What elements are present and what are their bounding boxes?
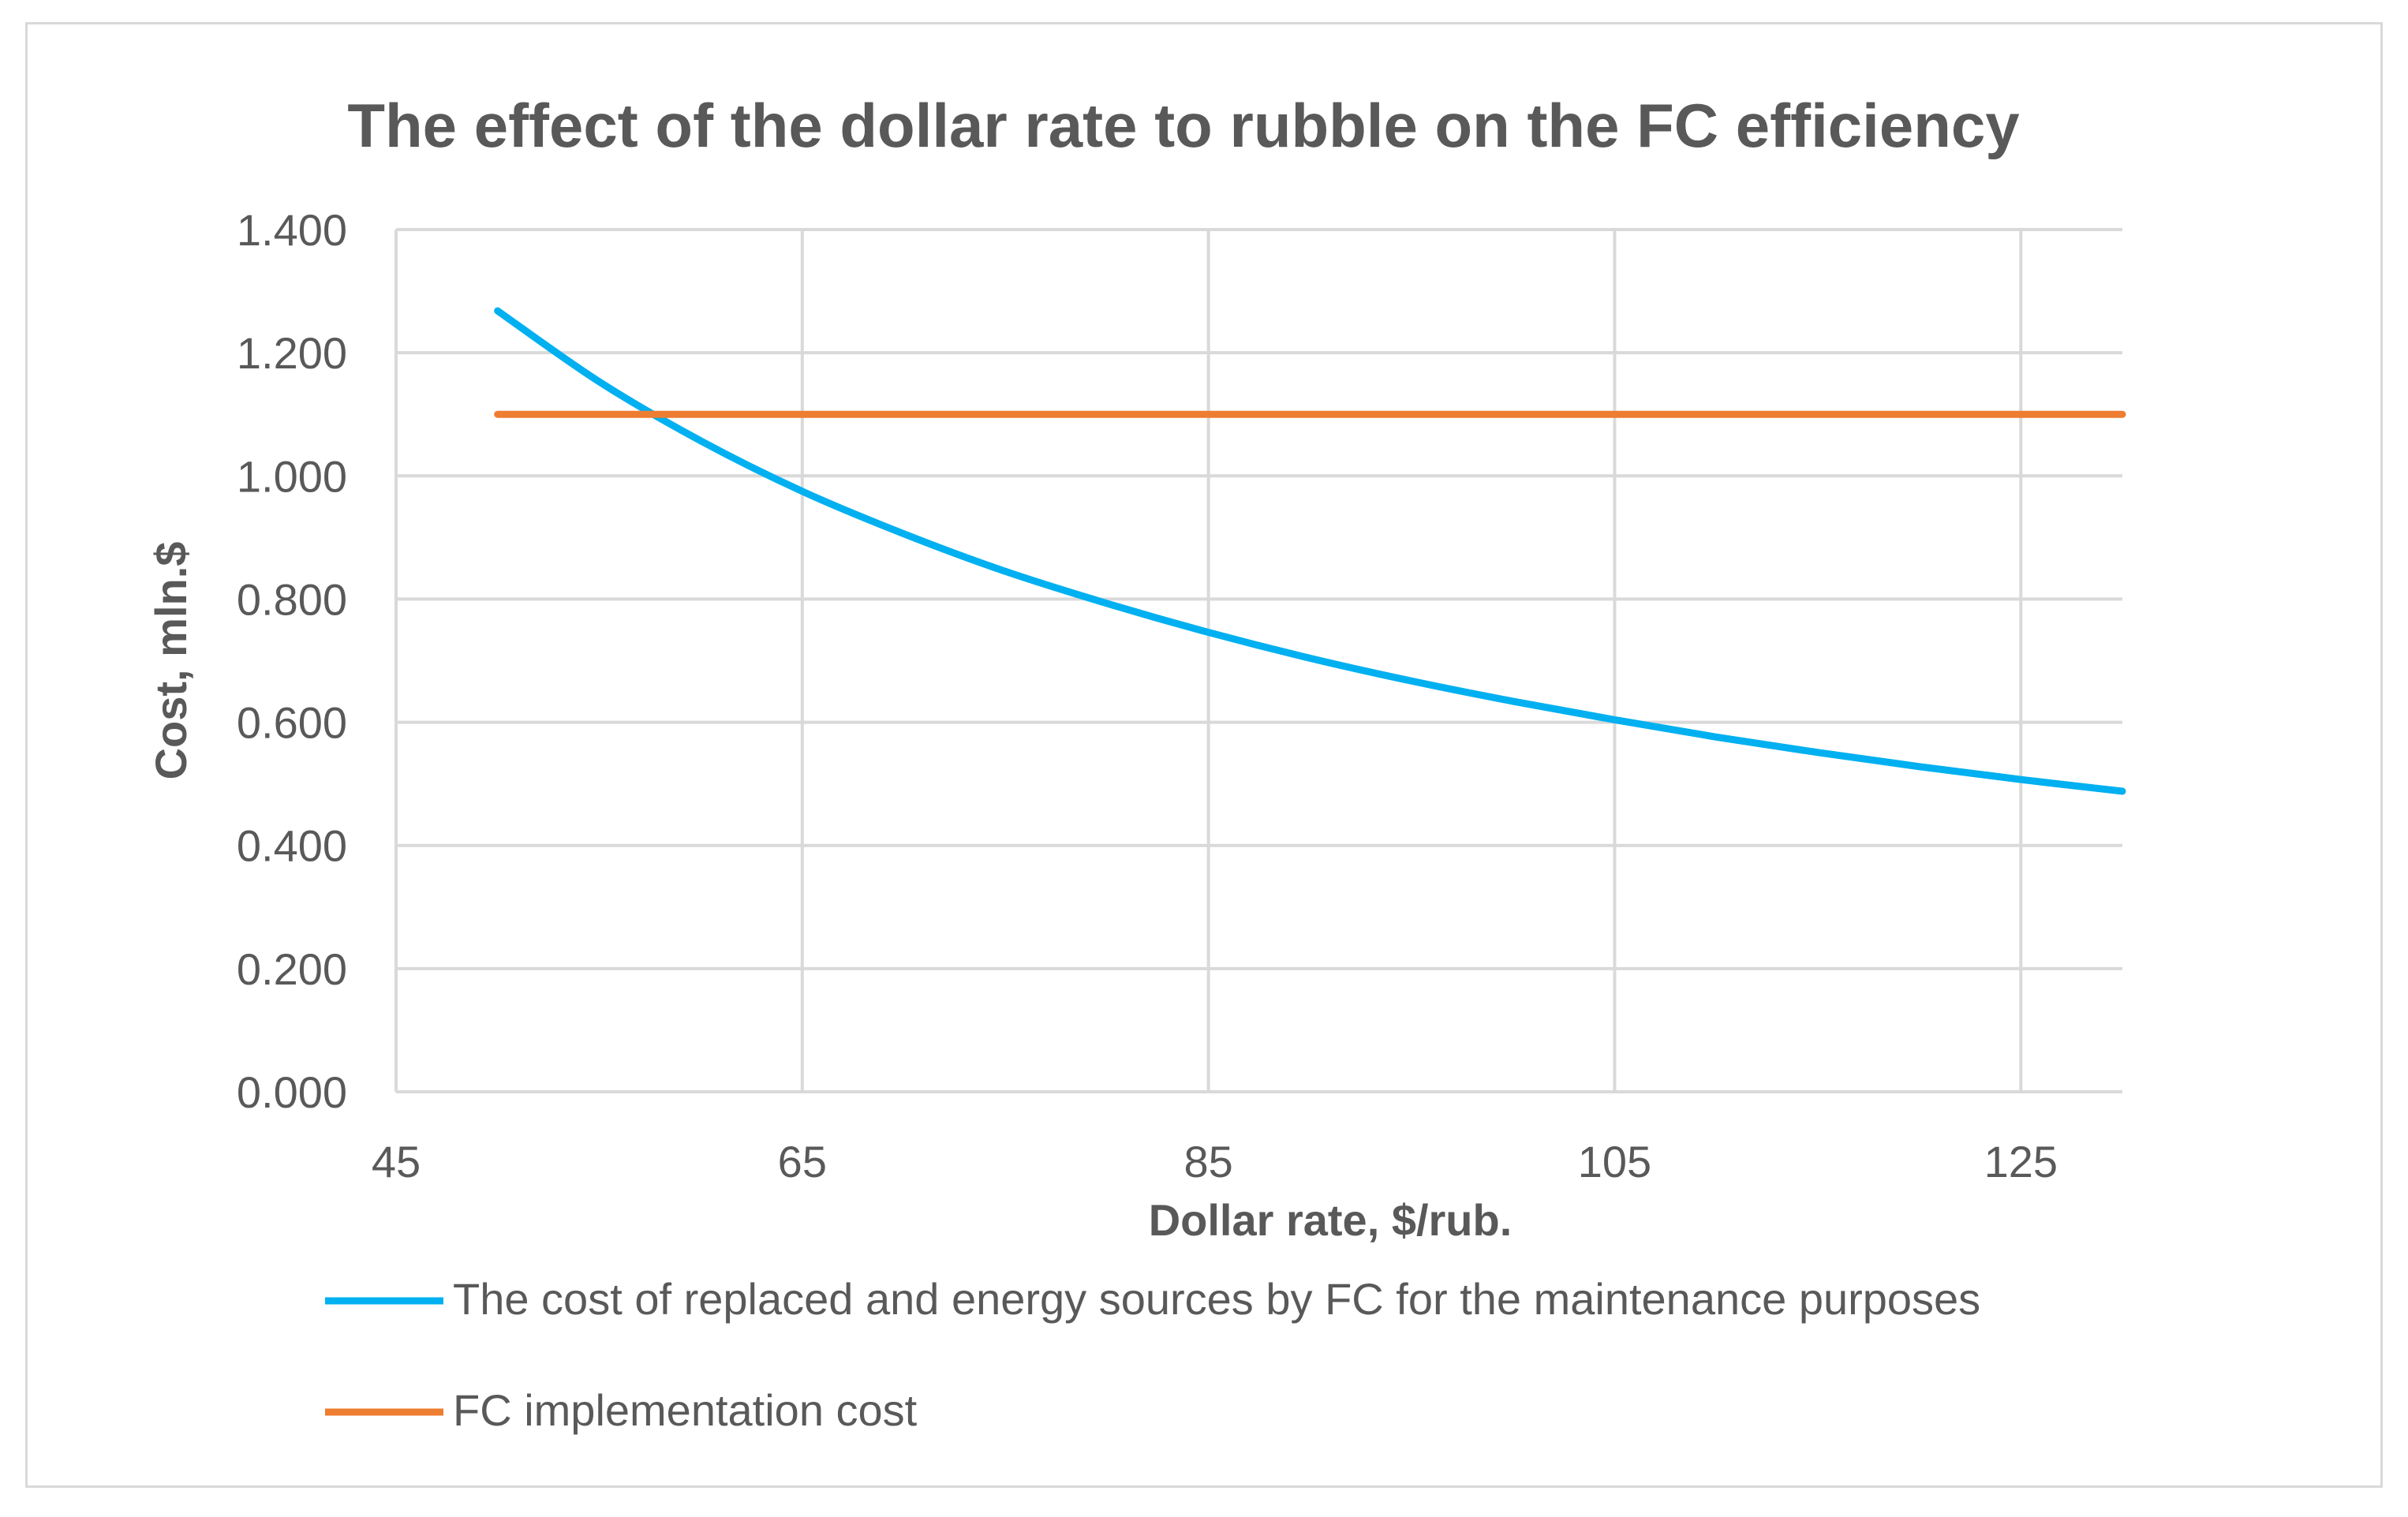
y-tick-label: 1.200 xyxy=(237,328,347,378)
x-tick-label: 125 xyxy=(1984,1137,2058,1186)
chart-title: The effect of the dollar rate to rubble … xyxy=(347,91,2019,160)
legend-label-2: FC implementation cost xyxy=(453,1385,918,1435)
x-tick-label: 105 xyxy=(1578,1137,1651,1186)
series-lines xyxy=(494,307,2126,795)
y-tick-label: 0.200 xyxy=(237,944,347,994)
y-tick-label: 0.800 xyxy=(237,574,347,624)
x-axis-title: Dollar rate, $/rub. xyxy=(1149,1195,1512,1245)
y-tick-label: 0.000 xyxy=(237,1067,347,1117)
x-tick-label: 85 xyxy=(1183,1137,1232,1186)
legend: The cost of replaced and energy sources … xyxy=(325,1274,1980,1435)
x-tick-label: 45 xyxy=(372,1137,421,1186)
chart-frame xyxy=(25,22,2383,1488)
gridlines xyxy=(394,228,2122,1093)
legend-label-1: The cost of replaced and energy sources … xyxy=(453,1274,1980,1324)
x-tick-label: 65 xyxy=(778,1137,827,1186)
y-tick-label: 1.000 xyxy=(237,451,347,501)
y-tick-label: 0.600 xyxy=(237,698,347,748)
series-line-1 xyxy=(494,307,2126,795)
y-tick-label: 1.400 xyxy=(237,205,347,255)
y-axis-title: Cost, mln.$ xyxy=(146,542,196,780)
y-axis-ticks: 0.000 0.200 0.400 0.600 0.800 1.000 1.200 1.400 xyxy=(237,205,347,1117)
x-axis-ticks: 45 65 85 105 125 xyxy=(372,1137,2058,1186)
y-tick-label: 0.400 xyxy=(237,821,347,871)
